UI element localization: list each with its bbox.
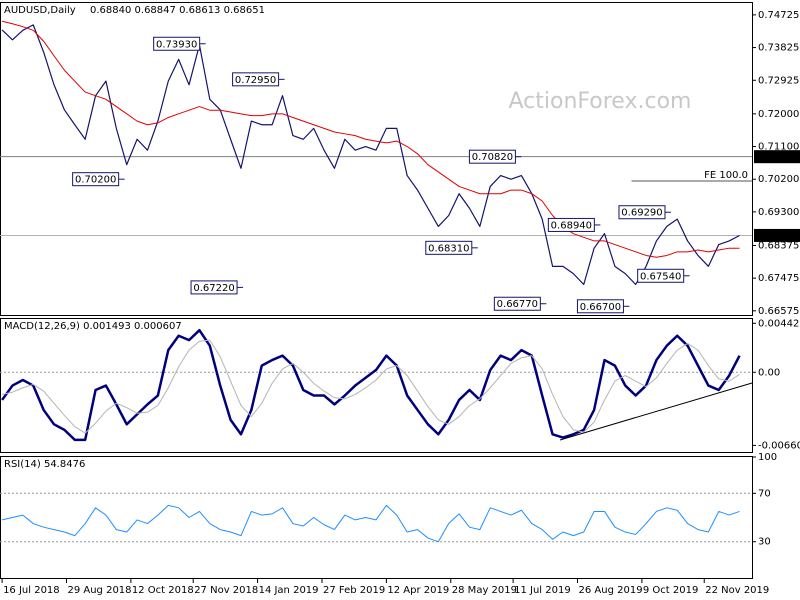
fe-label: FE 100.0 — [704, 170, 748, 181]
y-tick-label: 0.66575 — [758, 306, 799, 317]
annotation-label: 0.66770 — [497, 299, 538, 310]
x-tick-label: 29 Aug 2018 — [67, 585, 131, 596]
annotation-box — [637, 268, 685, 283]
x-tick-label: 28 May 2019 — [452, 585, 517, 596]
series-line — [1, 504, 740, 543]
series-line — [1, 24, 740, 286]
x-tick-label: 9 Oct 2019 — [643, 585, 698, 596]
y-tick-label: 30 — [758, 537, 771, 548]
price-level-label: 0.68651 — [758, 231, 799, 242]
watermark: ActionForex.com — [509, 89, 692, 114]
x-tick-label: 27 Feb 2019 — [323, 585, 385, 596]
y-tick-label: 0.004423 — [758, 318, 800, 329]
chart-title: AUDUSD,Daily — [4, 5, 76, 16]
annotation-box — [468, 149, 516, 164]
annotation-box — [618, 205, 666, 220]
y-tick-label: 0.69300 — [758, 207, 799, 218]
annotation-label: 0.68310 — [428, 243, 469, 254]
annotation-box — [153, 36, 201, 51]
y-tick-label: 0.71100 — [758, 142, 799, 153]
macd-panel-frame — [0, 318, 753, 453]
y-tick-label: 0.67475 — [758, 273, 799, 284]
macd-title: MACD(12,26,9) 0.001493 0.000607 — [4, 321, 182, 332]
x-tick-label: 11 Jul 2019 — [514, 585, 571, 596]
y-tick-label: 0.68375 — [758, 240, 799, 251]
y-tick-label: 0.00 — [758, 367, 780, 378]
annotation-box — [72, 172, 120, 187]
y-tick-label: 70 — [758, 488, 771, 499]
x-tick-label: 14 Jan 2019 — [259, 585, 319, 596]
annotation-box — [576, 299, 624, 314]
price-level-tag — [754, 150, 800, 164]
series-line — [1, 328, 741, 442]
annotation-box — [547, 217, 595, 232]
y-tick-label: 0.73825 — [758, 43, 799, 54]
x-tick-label: 16 Jul 2018 — [3, 585, 60, 596]
price-level-label: 0.70820 — [758, 152, 799, 163]
y-tick-label: 0.72925 — [758, 75, 799, 86]
annotation-label: 0.72950 — [235, 75, 276, 86]
rsi-panel-frame — [0, 456, 753, 579]
price-panel-frame — [0, 2, 753, 316]
x-tick-label: 22 Nov 2019 — [705, 585, 769, 596]
annotation-box — [493, 296, 541, 311]
annotation-label: 0.69290 — [621, 208, 662, 219]
annotation-box — [232, 72, 280, 87]
y-tick-label: 0.74725 — [758, 10, 799, 21]
annotation-label: 0.68940 — [551, 220, 592, 231]
annotation-label: 0.67220 — [193, 283, 234, 294]
x-tick-label: 27 Nov 2018 — [194, 585, 258, 596]
y-tick-label: 0.70200 — [758, 174, 799, 185]
annotation-box — [190, 280, 238, 295]
y-tick-label: -0.006603 — [758, 440, 800, 451]
chart-subtitle: 0.68840 0.68847 0.68613 0.68651 — [90, 5, 265, 16]
annotation-label: 0.73930 — [156, 39, 197, 50]
annotation-label: 0.66700 — [580, 302, 621, 313]
x-tick-label: 12 Oct 2018 — [132, 585, 194, 596]
y-tick-label: 0.72000 — [758, 109, 799, 120]
x-tick-label: 26 Aug 2019 — [579, 585, 643, 596]
series-line — [1, 339, 740, 434]
annotation-box — [425, 240, 473, 255]
y-tick-label: 100 — [758, 452, 777, 463]
annotation-label: 0.70820 — [472, 152, 513, 163]
macd-trendline — [559, 382, 753, 441]
annotation-label: 0.70200 — [75, 175, 116, 186]
annotation-label: 0.67540 — [640, 271, 681, 282]
series-line — [1, 20, 740, 258]
price-level-tag — [754, 228, 800, 242]
x-tick-label: 12 Apr 2019 — [387, 585, 449, 596]
rsi-title: RSI(14) 54.8476 — [4, 459, 85, 470]
